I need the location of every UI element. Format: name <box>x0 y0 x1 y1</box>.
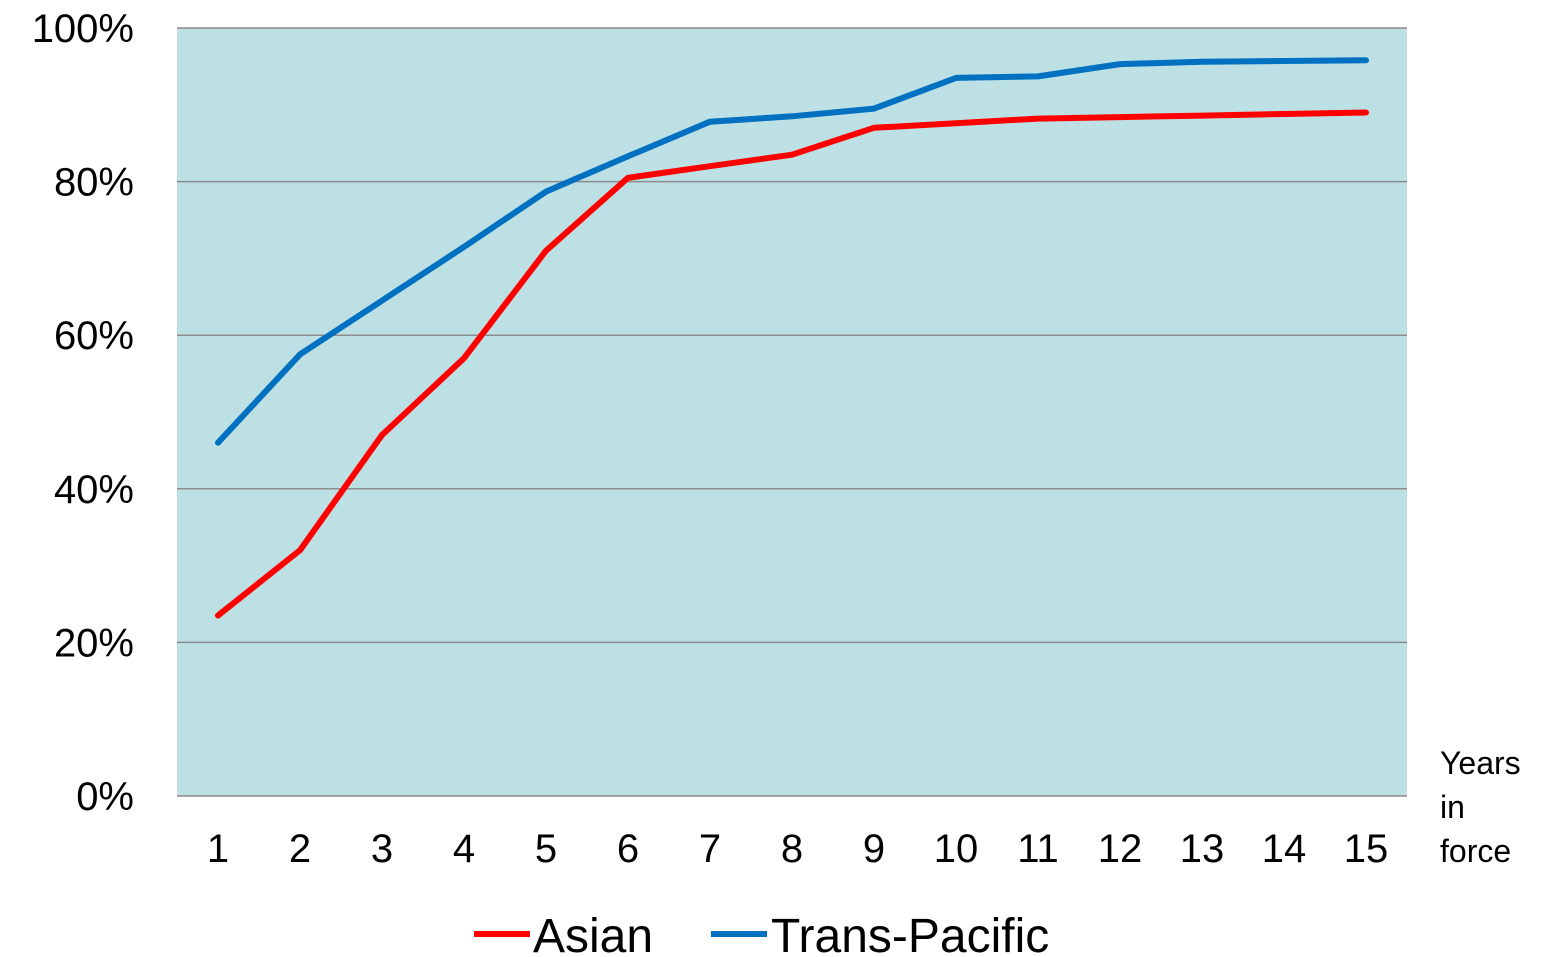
x-tick-label: 14 <box>1262 827 1307 871</box>
series-line-asian <box>215 109 1369 619</box>
x-tick-label: 12 <box>1098 827 1143 871</box>
gridlines <box>177 27 1407 797</box>
plot-area <box>177 28 1407 796</box>
x-tick-label: 9 <box>863 827 885 871</box>
y-tick-label: 0% <box>76 775 134 819</box>
x-tick-label: 2 <box>289 827 311 871</box>
x-axis-label-line-2: in <box>1440 789 1465 825</box>
x-tick-label: 5 <box>535 827 557 871</box>
x-axis-label-line-3: force <box>1440 833 1511 869</box>
x-axis-tick-labels: 1 2 3 4 5 6 7 8 9 10 11 12 13 14 15 <box>207 827 1388 871</box>
x-tick-label: 6 <box>617 827 639 871</box>
y-tick-label: 20% <box>54 621 134 665</box>
x-tick-label: 7 <box>699 827 721 871</box>
x-tick-label: 15 <box>1344 827 1389 871</box>
y-axis-tick-labels: 0% 20% 40% 60% 80% 100% <box>32 7 134 819</box>
x-tick-label: 13 <box>1180 827 1225 871</box>
y-tick-label: 60% <box>54 314 134 358</box>
x-tick-label: 1 <box>207 827 229 871</box>
y-tick-label: 40% <box>54 468 134 512</box>
x-tick-label: 4 <box>453 827 475 871</box>
x-tick-label: 10 <box>934 827 979 871</box>
y-tick-label: 100% <box>32 7 134 51</box>
y-tick-label: 80% <box>54 161 134 205</box>
series-lines <box>215 57 1369 619</box>
legend: Asian Trans-Pacific <box>474 910 1049 957</box>
x-tick-label: 11 <box>1017 827 1059 871</box>
x-tick-label: 3 <box>371 827 393 871</box>
series-line-trans-pacific <box>215 57 1369 446</box>
x-axis-label-line-1: Years <box>1440 745 1521 781</box>
x-tick-label: 8 <box>781 827 803 871</box>
legend-label-asian: Asian <box>533 910 653 957</box>
legend-label-trans-pacific: Trans-Pacific <box>771 910 1049 957</box>
